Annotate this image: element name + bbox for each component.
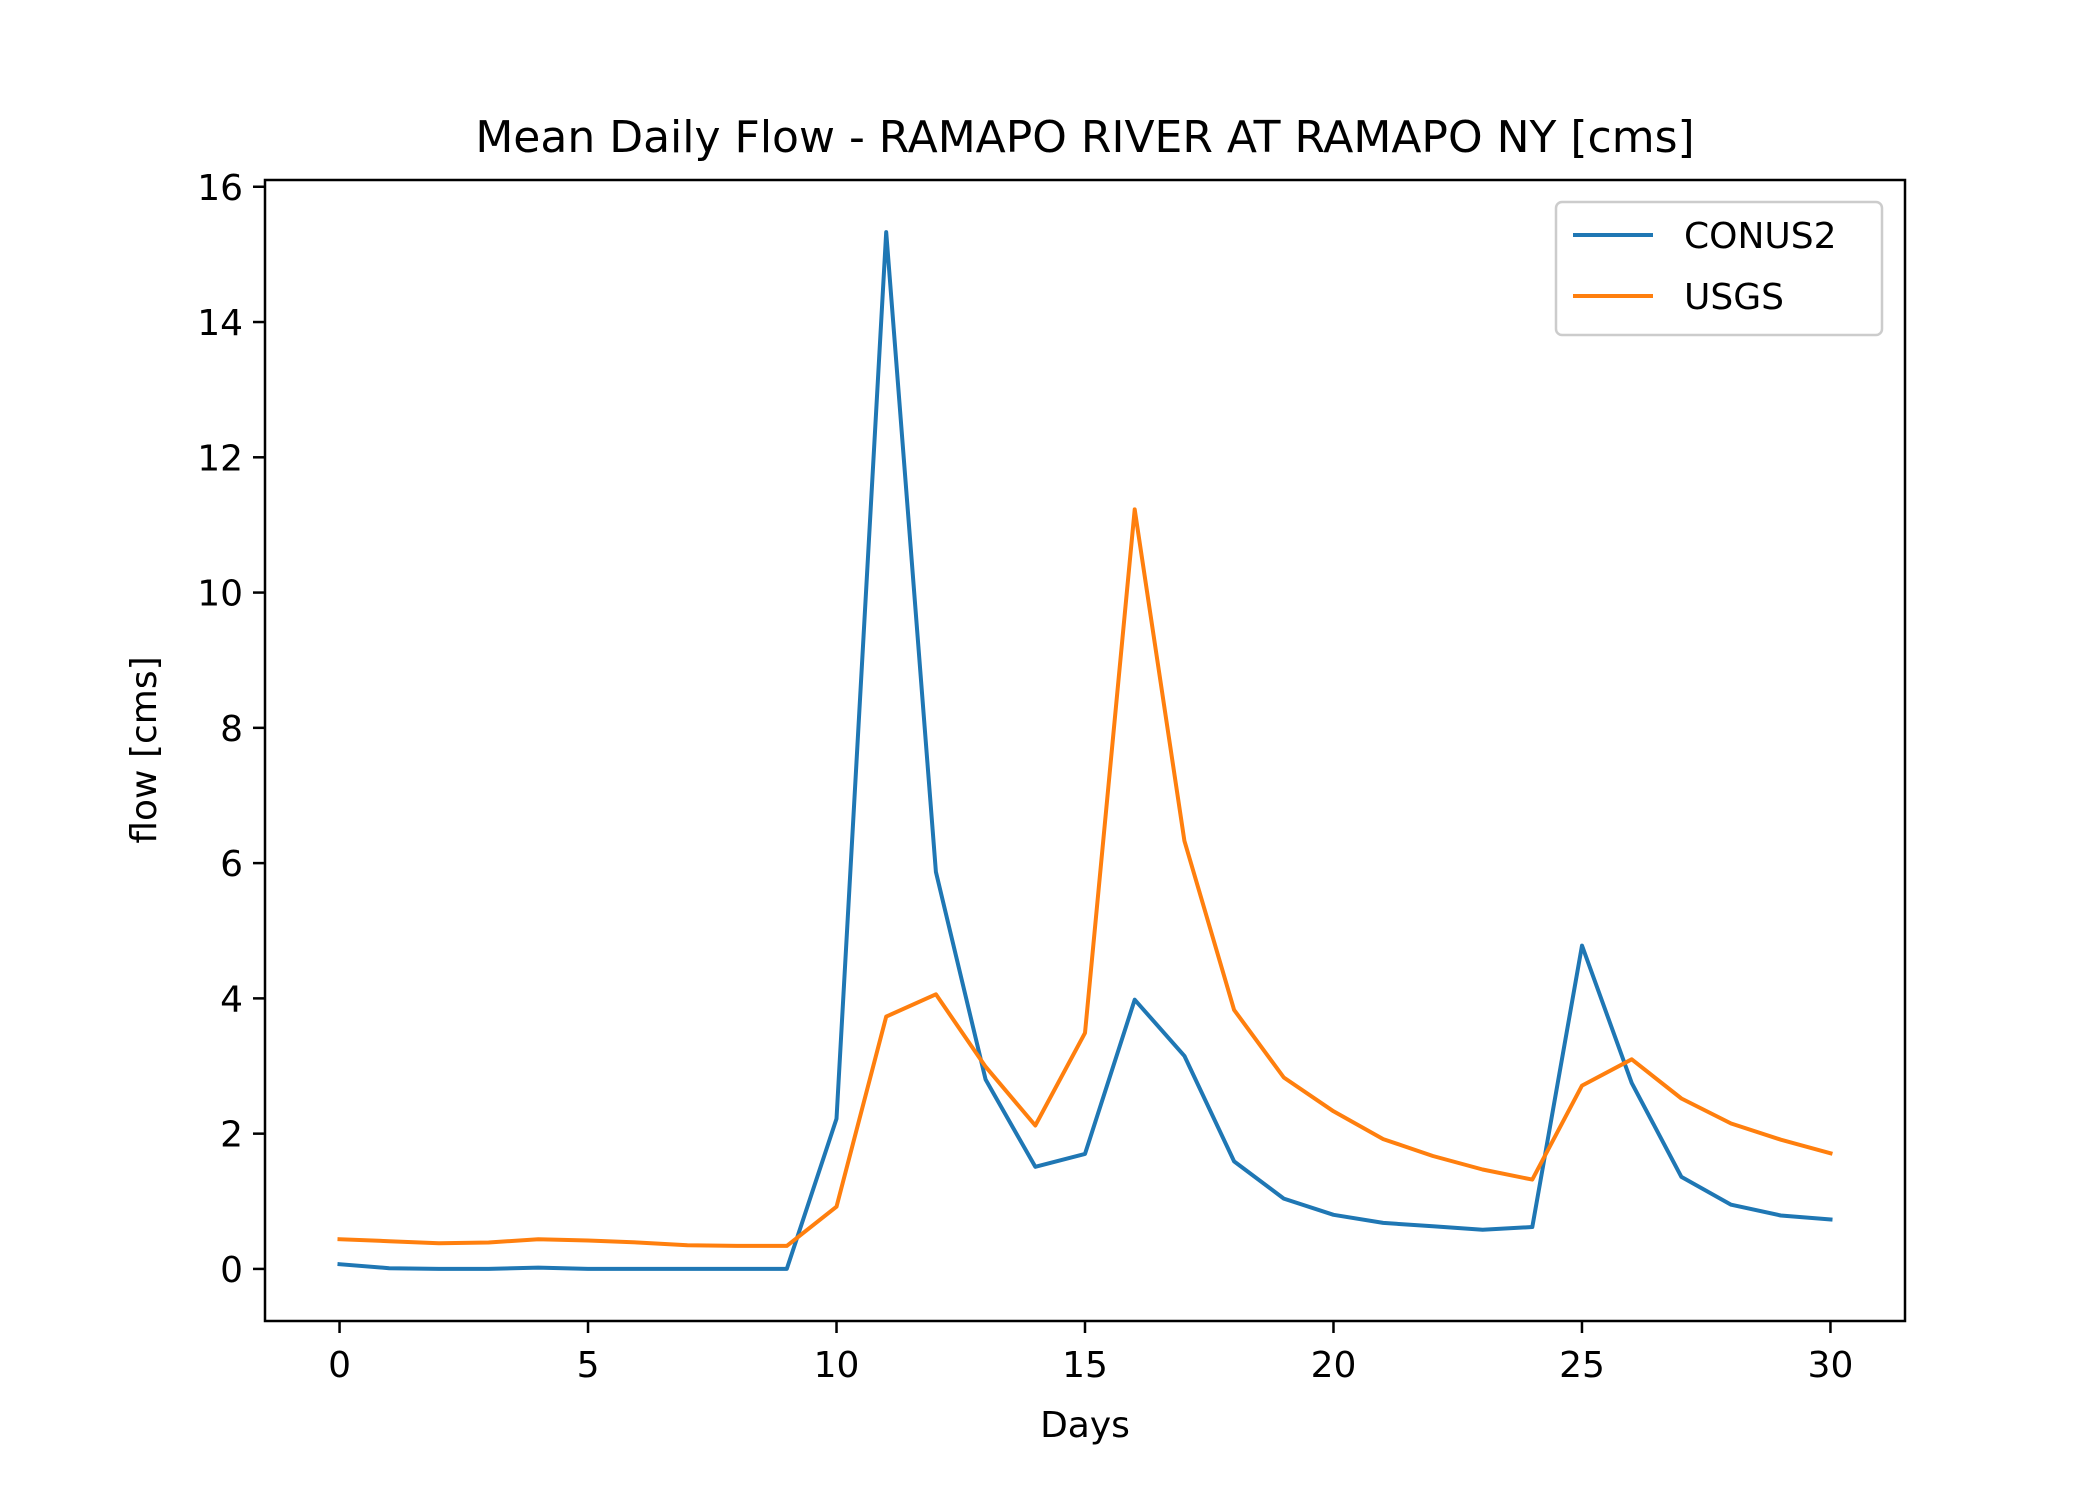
y-tick-label: 12	[197, 438, 243, 479]
y-tick-label: 6	[220, 844, 243, 885]
x-axis-label: Days	[1040, 1405, 1130, 1446]
y-tick-label: 16	[197, 168, 243, 209]
x-tick-label: 0	[328, 1345, 351, 1386]
series-line-usgs	[337, 507, 1833, 1248]
legend-label-usgs: USGS	[1684, 277, 1784, 318]
x-tick-label: 15	[1062, 1345, 1108, 1386]
y-axis-label: flow [cms]	[124, 656, 165, 843]
y-axis: 0 2 4 6 8 10 12 14 16	[197, 168, 265, 1291]
plot-frame	[263, 178, 1907, 1323]
legend-label-conus2: CONUS2	[1684, 216, 1837, 257]
series-layer	[337, 230, 1833, 1271]
x-tick-label: 30	[1808, 1345, 1854, 1386]
x-tick-label: 25	[1559, 1345, 1605, 1386]
y-tick-label: 2	[220, 1115, 243, 1156]
chart-title: Mean Daily Flow - RAMAPO RIVER AT RAMAPO…	[475, 112, 1694, 163]
x-tick-label: 20	[1311, 1345, 1357, 1386]
y-tick-label: 0	[220, 1250, 243, 1291]
y-tick-label: 10	[197, 574, 243, 615]
y-tick-label: 14	[197, 303, 243, 344]
y-tick-label: 8	[220, 709, 243, 750]
x-axis: 0 5 10 15 20 25 30	[328, 1321, 1853, 1386]
x-tick-label: 5	[577, 1345, 600, 1386]
legend: CONUS2 USGS	[1554, 200, 1884, 337]
x-tick-label: 10	[814, 1345, 860, 1386]
series-line-conus2	[337, 230, 1833, 1271]
y-tick-label: 4	[220, 979, 243, 1020]
